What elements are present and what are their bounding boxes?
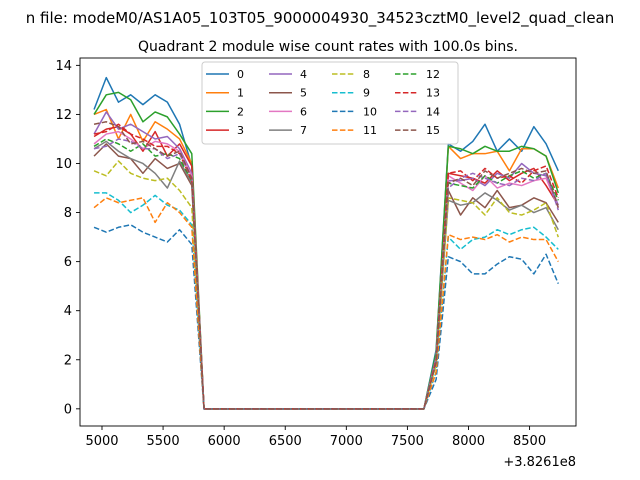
y-tick-label-8: 8 [64,206,72,221]
y-tick-label-14: 14 [55,59,72,74]
series-lines [93,76,560,410]
y-tick-label-10: 10 [55,157,72,172]
legend-label-14: 14 [426,105,440,118]
x-tick-label-7000: 7000 [330,434,363,449]
legend-label-11: 11 [363,124,377,137]
y-tick-label-0: 0 [64,402,72,417]
legend-box [201,61,459,145]
legend-label-3: 3 [237,124,244,137]
legend-label-1: 1 [237,87,244,100]
x-tick-label-8500: 8500 [513,434,546,449]
legend-label-7: 7 [300,124,307,137]
x-tick-label-6500: 6500 [269,434,302,449]
x-offset-label: +3.8261e8 [503,455,576,470]
x-axis: 5000 5500 6000 6500 7000 7500 8000 8500 [85,426,546,449]
x-tick-label-6000: 6000 [208,434,241,449]
legend-label-4: 4 [300,68,307,81]
y-axis: 0 2 4 6 8 10 12 14 [55,59,80,417]
legend-label-5: 5 [300,87,307,100]
y-tick-label-4: 4 [64,304,72,319]
legend-label-8: 8 [363,68,370,81]
y-tick-label-12: 12 [55,108,72,123]
chart-title: Quadrant 2 module wise count rates with … [138,39,518,55]
x-tick-label-8000: 8000 [452,434,485,449]
x-tick-label-5500: 5500 [147,434,180,449]
y-tick-label-2: 2 [64,353,72,368]
figure-suptitle: n file: modeM0/AS1A05_103T05_9000004930_… [26,9,615,28]
legend-label-9: 9 [363,87,370,100]
legend-label-0: 0 [237,68,244,81]
legend-label-10: 10 [363,105,377,118]
legend-label-12: 12 [426,68,440,81]
legend-label-15: 15 [426,124,440,137]
legend-label-2: 2 [237,105,244,118]
y-tick-label-6: 6 [64,255,72,270]
x-tick-label-7500: 7500 [391,434,424,449]
x-tick-label-5000: 5000 [85,434,118,449]
plot-border [79,57,577,427]
series-line-15 [93,121,560,410]
legend-label-13: 13 [426,87,440,100]
legend-label-6: 6 [300,105,307,118]
